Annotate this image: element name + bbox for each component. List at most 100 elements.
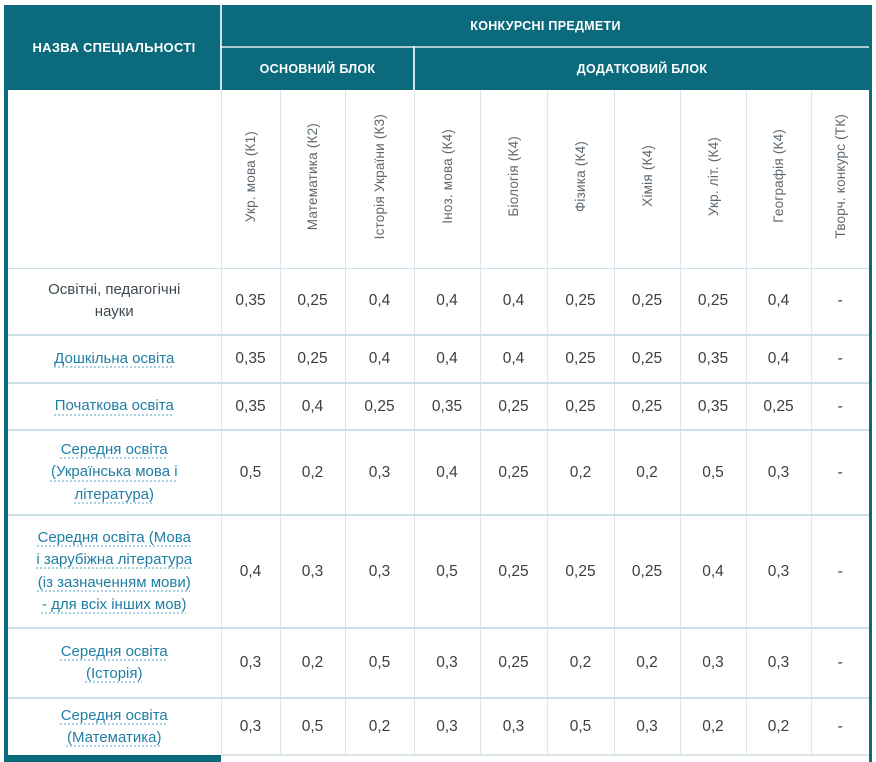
column-header-label: Укр. мова (К1) <box>243 130 258 222</box>
subject-header-row: Укр. мова (К1) Математика (К2) Історія У… <box>8 90 870 269</box>
specialty-link[interactable]: Середня освіта (Мова і зарубіжна літерат… <box>36 528 193 614</box>
coefficient-cell: 0,2 <box>345 697 415 755</box>
coefficient-cell: 0,3 <box>221 697 281 755</box>
column-header-label: Творч. конкурс (ТК) <box>832 113 848 239</box>
specialty-link[interactable]: Середня освіта (Історія) <box>60 642 168 683</box>
coefficient-cell: 0,25 <box>345 382 415 430</box>
coefficient-cell: 0,25 <box>547 382 615 430</box>
specialty-link[interactable]: Дошкільна освіта <box>54 349 175 367</box>
specialty-name-cell: Середня освіта (Українська мова і літера… <box>8 429 222 515</box>
cutoff-row <box>8 754 870 762</box>
coefficient-cell: 0,25 <box>547 334 615 383</box>
coefficient-cell: 0,25 <box>480 514 548 628</box>
coefficient-cell: 0,3 <box>221 627 281 698</box>
column-header-khimiya: Хімія (К4) <box>614 90 681 269</box>
column-header-label: Фізика (К4) <box>573 140 588 212</box>
coefficient-cell: 0,25 <box>547 514 615 628</box>
column-header-matematyka: Математика (К2) <box>280 90 346 269</box>
coefficient-cell: 0,4 <box>680 514 747 628</box>
main-block-header: ОСНОВНИЙ БЛОК <box>221 47 414 90</box>
coefficient-cell: 0,3 <box>680 627 747 698</box>
coefficient-cell: 0,25 <box>680 267 747 335</box>
coefficient-cell: 0,4 <box>480 334 548 383</box>
coefficient-cell: 0,3 <box>414 627 481 698</box>
column-header-geografiya: Географія (К4) <box>746 90 812 269</box>
column-header-biologiya: Біологія (К4) <box>480 90 548 269</box>
column-header-label: Біологія (К4) <box>506 135 521 217</box>
column-header-label: Іноз. мова (К4) <box>439 128 455 224</box>
coefficient-cell: - <box>811 627 870 698</box>
column-header-label: Математика (К2) <box>305 122 320 230</box>
table-row: Середня освіта (Історія) 0,3 0,2 0,5 0,3… <box>8 627 870 698</box>
coefficient-cell: 0,3 <box>480 697 548 755</box>
coefficient-cell: 0,5 <box>280 697 346 755</box>
coefficient-cell: 0,4 <box>221 514 281 628</box>
coefficient-cell: 0,4 <box>480 267 548 335</box>
specialty-name-cell: Середня освіта (Математика) <box>8 697 222 755</box>
specialty-link[interactable]: Початкова освіта <box>54 397 174 415</box>
coefficient-cell: 0,2 <box>547 627 615 698</box>
coefficient-cell: 0,2 <box>680 697 747 755</box>
coefficient-cell: 0,25 <box>614 334 681 383</box>
coefficient-cell: 0,25 <box>480 429 548 515</box>
column-header-istoriya: Історія України (К3) <box>345 90 415 269</box>
coefficient-cell: 0,4 <box>414 334 481 383</box>
additional-block-header: ДОДАТКОВИЙ БЛОК <box>412 47 870 90</box>
coefficient-cell: 0,2 <box>614 627 681 698</box>
specialty-link[interactable]: Середня освіта (Математика) <box>60 706 168 747</box>
coefficient-cell: 0,4 <box>280 382 346 430</box>
coefficient-cell: 0,3 <box>345 429 415 515</box>
column-header-label: Хімія (К4) <box>639 145 655 208</box>
coefficient-cell: 0,4 <box>746 334 812 383</box>
coefficient-cell: 0,25 <box>614 382 681 430</box>
coefficient-cell: 0,4 <box>414 429 481 515</box>
cutoff-body-cell <box>221 754 870 762</box>
column-header-tvorchyi-konkurs: Творч. конкурс (ТК) <box>811 90 870 269</box>
coefficient-cell: 0,25 <box>746 382 812 430</box>
coefficient-cell: 0,25 <box>614 267 681 335</box>
coefficient-cell: 0,2 <box>280 627 346 698</box>
coefficient-cell: - <box>811 514 870 628</box>
specialty-name-cell: Середня освіта (Історія) <box>8 627 222 698</box>
coefficient-cell: - <box>811 382 870 430</box>
specialty-name-cell: Початкова освіта <box>8 382 222 430</box>
competitive-subjects-header: КОНКУРСНІ ПРЕДМЕТИ <box>221 5 870 48</box>
coefficient-cell: - <box>811 429 870 515</box>
coefficient-cell: 0,5 <box>345 627 415 698</box>
column-header-label: Укр. літ. (К4) <box>705 136 721 216</box>
specialty-name: Освітні, педагогічні науки <box>48 280 181 321</box>
coefficient-cell: 0,5 <box>414 514 481 628</box>
coefficient-cell: 0,2 <box>614 429 681 515</box>
coefficient-cell: 0,35 <box>221 382 281 430</box>
coefficient-cell: 0,35 <box>680 382 747 430</box>
coefficient-cell: 0,2 <box>746 697 812 755</box>
coefficient-cell: 0,25 <box>480 382 548 430</box>
table-row: Середня освіта (Математика) 0,3 0,5 0,2 … <box>8 697 870 755</box>
coefficient-cell: 0,35 <box>414 382 481 430</box>
coefficient-cell: 0,4 <box>746 267 812 335</box>
coefficient-cell: - <box>811 697 870 755</box>
specialty-link[interactable]: Середня освіта (Українська мова і літера… <box>50 440 178 503</box>
specialty-column-header: НАЗВА СПЕЦІАЛЬНОСТІ <box>8 5 222 90</box>
table-row: Середня освіта (Мова і зарубіжна літерат… <box>8 514 870 628</box>
coefficient-cell: 0,3 <box>746 429 812 515</box>
column-header-inoz-mova: Іноз. мова (К4) <box>414 90 481 269</box>
coefficient-cell: 0,3 <box>746 627 812 698</box>
cutoff-header-cell <box>8 755 221 762</box>
table-row: Дошкільна освіта 0,35 0,25 0,4 0,4 0,4 0… <box>8 334 870 383</box>
coefficient-cell: 0,3 <box>614 697 681 755</box>
coefficient-cell: 0,35 <box>221 334 281 383</box>
column-header-label: Географія (К4) <box>771 129 786 224</box>
coefficients-table: НАЗВА СПЕЦІАЛЬНОСТІ КОНКУРСНІ ПРЕДМЕТИ О… <box>8 5 870 762</box>
coefficient-cell: 0,25 <box>547 267 615 335</box>
coefficient-cell: 0,5 <box>547 697 615 755</box>
specialty-name-cell: Освітні, педагогічні науки <box>8 267 222 335</box>
coefficient-cell: 0,4 <box>345 267 415 335</box>
coefficient-cell: 0,3 <box>280 514 346 628</box>
coefficient-cell: 0,25 <box>614 514 681 628</box>
coefficient-cell: 0,3 <box>414 697 481 755</box>
coefficient-cell: 0,4 <box>414 267 481 335</box>
coefficient-cell: 0,5 <box>221 429 281 515</box>
specialty-name-cell: Середня освіта (Мова і зарубіжна літерат… <box>8 514 222 628</box>
coefficient-cell: 0,35 <box>221 267 281 335</box>
